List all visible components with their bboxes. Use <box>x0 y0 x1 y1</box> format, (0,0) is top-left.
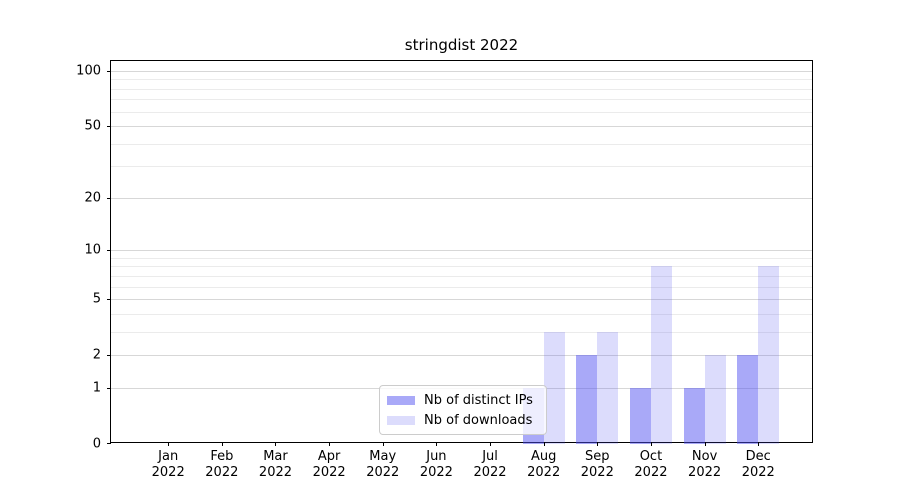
x-tick-mark <box>329 442 331 446</box>
x-tick-label: Aug 2022 <box>527 449 561 480</box>
minor-gridline <box>111 275 812 277</box>
major-gridline <box>111 197 812 199</box>
x-tick-mark <box>597 442 599 446</box>
minor-gridline <box>111 99 812 101</box>
legend-swatch-downloads <box>387 416 415 425</box>
x-tick-label: Nov 2022 <box>688 449 722 480</box>
x-tick-mark <box>490 442 492 446</box>
x-tick-label: Dec 2022 <box>741 449 775 480</box>
minor-gridline <box>111 79 812 81</box>
x-tick-label: Apr 2022 <box>312 449 346 480</box>
x-tick-label: Jul 2022 <box>473 449 507 480</box>
bar-downloads <box>758 266 780 444</box>
x-tick-mark <box>275 442 277 446</box>
y-tick-mark <box>107 126 111 128</box>
bar-downloads <box>704 355 726 444</box>
major-gridline <box>111 355 812 357</box>
y-tick-mark <box>107 355 111 357</box>
x-tick-label: Oct 2022 <box>634 449 668 480</box>
y-tick-label: 50 <box>84 118 101 134</box>
legend: Nb of distinct IPs Nb of downloads <box>379 385 547 435</box>
bar-distinct-ips <box>683 387 705 444</box>
minor-gridline <box>111 143 812 145</box>
bar-downloads <box>543 331 565 444</box>
major-gridline <box>111 250 812 252</box>
chart-title: stringdist 2022 <box>404 36 519 54</box>
x-tick-label: Mar 2022 <box>258 449 293 480</box>
minor-gridline <box>111 257 812 259</box>
bar-downloads <box>597 331 619 444</box>
y-tick-mark <box>107 387 111 389</box>
minor-gridline <box>111 313 812 315</box>
y-tick-mark <box>107 299 111 301</box>
y-tick-mark <box>107 197 111 199</box>
x-tick-mark <box>221 442 223 446</box>
y-tick-label: 1 <box>92 380 101 396</box>
y-tick-label: 5 <box>92 291 101 307</box>
x-tick-mark <box>758 442 760 446</box>
x-tick-label: Jun 2022 <box>419 449 453 480</box>
x-tick-label: May 2022 <box>366 449 400 480</box>
minor-gridline <box>111 331 812 333</box>
x-tick-mark <box>704 442 706 446</box>
y-tick-label: 0 <box>92 436 101 452</box>
legend-item-distinct-ips: Nb of distinct IPs <box>387 393 537 408</box>
legend-label-downloads: Nb of downloads <box>424 413 533 428</box>
plot-area: 0 1 2 5 10 20 50 100 Jan 2022 Feb 2022 Mar 2022 Apr 20… <box>76 60 813 480</box>
x-tick-label: Feb 2022 <box>205 449 239 480</box>
major-gridline <box>111 299 812 301</box>
bar-distinct-ips <box>629 387 651 444</box>
y-tick-mark <box>107 71 111 72</box>
x-tick-label: Sep 2022 <box>580 449 614 480</box>
y-tick-mark <box>107 443 111 444</box>
y-tick-label: 20 <box>84 190 101 206</box>
bar-distinct-ips <box>576 355 598 444</box>
x-tick-mark <box>543 442 545 446</box>
x-tick-mark <box>650 442 652 446</box>
y-tick-label: 100 <box>76 63 101 79</box>
bar-downloads <box>650 266 672 444</box>
y-tick-label: 2 <box>92 347 101 363</box>
x-tick-mark <box>168 442 170 446</box>
y-tick-mark <box>107 250 111 252</box>
minor-gridline <box>111 286 812 288</box>
minor-gridline <box>111 111 812 113</box>
x-tick-label: Jan 2022 <box>151 449 185 480</box>
minor-gridline <box>111 88 812 90</box>
legend-item-downloads: Nb of downloads <box>387 413 537 428</box>
legend-swatch-distinct-ips <box>387 396 415 405</box>
legend-label-distinct-ips: Nb of distinct IPs <box>424 393 533 408</box>
x-tick-mark <box>436 442 438 446</box>
y-tick-label: 10 <box>84 242 101 258</box>
minor-gridline <box>111 266 812 268</box>
major-gridline <box>111 71 812 72</box>
minor-gridline <box>111 166 812 168</box>
bar-distinct-ips <box>737 355 759 444</box>
x-tick-mark <box>382 442 384 446</box>
major-gridline <box>111 126 812 128</box>
